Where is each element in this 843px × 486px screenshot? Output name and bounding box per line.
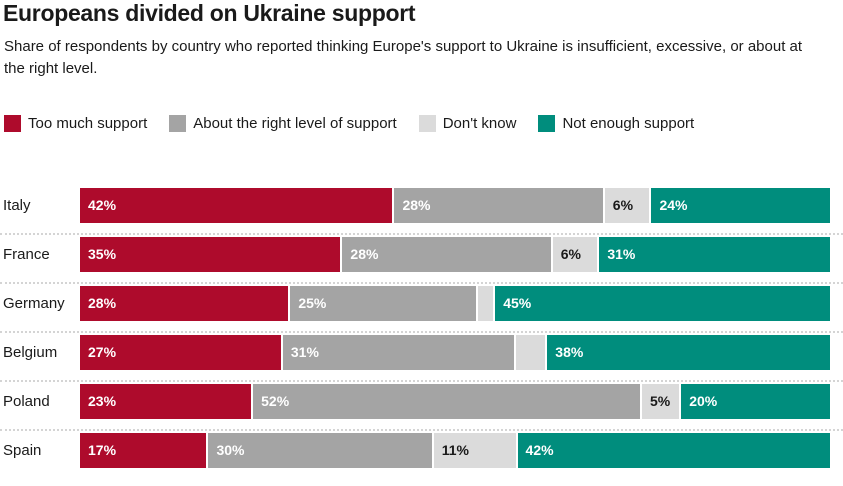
stacked-bar-chart: Italy 42% 28% 6% 24% France 35% 28% 6% 31% Germany…: [0, 186, 843, 478]
segment-value-label: 42%: [525, 442, 554, 458]
country-label: Spain: [3, 442, 42, 459]
legend-item: Too much support: [4, 115, 147, 132]
bar-segment: 20%: [681, 384, 830, 419]
segment-value-label: 31%: [607, 246, 636, 262]
country-label: Poland: [3, 393, 50, 410]
bar-segment: 38%: [547, 335, 830, 370]
segment-value-label: 17%: [88, 442, 117, 458]
bar-segment: 28%: [342, 237, 551, 272]
segment-value-label: 27%: [88, 344, 117, 360]
chart-row: Germany 28% 25% 45%: [0, 284, 843, 333]
bar-segment: 6%: [552, 237, 598, 272]
chart-row: Italy 42% 28% 6% 24%: [0, 186, 843, 235]
segment-value-label: 28%: [350, 246, 379, 262]
segment-value-label: 45%: [503, 295, 532, 311]
bar-segment: 31%: [282, 335, 514, 370]
stacked-bar: 23% 52% 5% 20%: [80, 384, 830, 419]
chart-row: Poland 23% 52% 5% 20%: [0, 382, 843, 431]
legend-item: Not enough support: [538, 115, 694, 132]
bar-segment: 25%: [290, 286, 477, 321]
bar-segment: 5%: [642, 384, 680, 419]
stacked-bar: 35% 28% 6% 31%: [80, 237, 830, 272]
legend: Too much support About the right level of…: [4, 115, 694, 132]
bar-segment: 35%: [80, 237, 341, 272]
bar-segment: 28%: [394, 188, 603, 223]
legend-label: About the right level of support: [193, 115, 397, 132]
segment-value-label: 35%: [88, 246, 117, 262]
bar-segment: 23%: [80, 384, 252, 419]
segment-value-label: 52%: [261, 393, 290, 409]
country-label: Germany: [3, 295, 65, 312]
stacked-bar: 27% 31% 38%: [80, 335, 830, 370]
country-label: France: [3, 246, 50, 263]
bar-segment: 42%: [80, 188, 393, 223]
segment-value-label: 11%: [441, 442, 469, 458]
legend-swatch-icon: [418, 115, 436, 132]
bar-segment: 42%: [517, 433, 831, 468]
segment-value-label: 38%: [555, 344, 584, 360]
legend-swatch-icon: [4, 115, 21, 132]
bar-segment: 52%: [253, 384, 640, 419]
legend-label: Not enough support: [562, 115, 695, 132]
segment-value-label: 23%: [88, 393, 117, 409]
legend-swatch-icon: [538, 115, 556, 132]
segment-value-label: 6%: [612, 197, 634, 213]
legend-label: Don't know: [442, 115, 517, 132]
bar-segment: 11%: [433, 433, 516, 468]
chart-subtitle: Share of respondents by country who repo…: [4, 38, 803, 77]
bar-segment: 31%: [599, 237, 830, 272]
bar-segment: 17%: [80, 433, 207, 468]
country-label: Belgium: [3, 344, 58, 361]
chart-row: Belgium 27% 31% 38%: [0, 333, 843, 382]
bar-segment: 6%: [604, 188, 650, 223]
legend-label: Too much support: [28, 115, 148, 132]
bar-segment: 45%: [495, 286, 830, 321]
segment-value-label: 42%: [88, 197, 117, 213]
stacked-bar: 42% 28% 6% 24%: [80, 188, 830, 223]
segment-value-label: 25%: [298, 295, 327, 311]
segment-value-label: 24%: [659, 197, 688, 213]
country-label: Italy: [3, 197, 31, 214]
bar-segment: 24%: [651, 188, 830, 223]
stacked-bar: 17% 30% 11% 42%: [80, 433, 831, 468]
bar-segment: [478, 286, 494, 321]
segment-value-label: 5%: [650, 393, 671, 409]
segment-value-label: 30%: [216, 442, 245, 458]
chart-row: France 35% 28% 6% 31%: [0, 235, 843, 284]
page-title: Europeans divided on Ukraine support: [3, 0, 416, 26]
chart-row: Spain 17% 30% 11% 42%: [0, 431, 843, 478]
legend-item: Don't know: [418, 115, 517, 132]
segment-value-label: 28%: [88, 295, 117, 311]
bar-segment: 27%: [80, 335, 281, 370]
segment-value-label: 31%: [290, 344, 319, 360]
stacked-bar: 28% 25% 45%: [80, 286, 830, 321]
legend-item: About the right level of support: [169, 115, 397, 132]
bar-segment: 30%: [208, 433, 432, 468]
bar-segment: [515, 335, 546, 370]
segment-value-label: 6%: [560, 246, 581, 262]
segment-value-label: 28%: [402, 197, 431, 213]
legend-swatch-icon: [169, 115, 187, 132]
bar-segment: 28%: [80, 286, 289, 321]
segment-value-label: 20%: [689, 393, 718, 409]
